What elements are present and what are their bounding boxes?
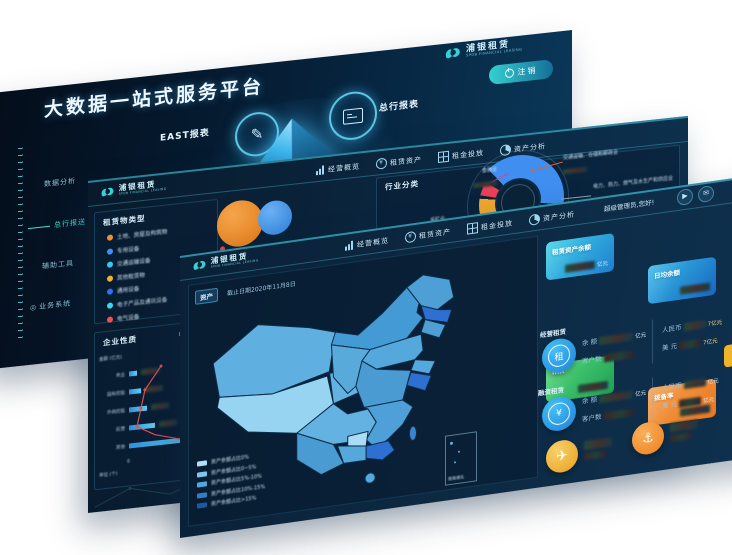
active-tick	[28, 225, 50, 230]
brand-logo: 浦银租赁 SPDB FINANCIAL LEASING	[444, 38, 522, 61]
logout-button[interactable]: 注销	[489, 59, 553, 86]
sidebar-item-data-analysis[interactable]: 数据分析	[44, 176, 76, 189]
side-ruler	[18, 147, 23, 341]
balance-row: 余 额 亿元	[582, 332, 647, 348]
brand-logo: 浦银租赁 SPDB FINANCIAL LEASING	[100, 179, 167, 198]
sidebar-item-tools[interactable]: 辅助工具	[42, 259, 74, 271]
legend-item: 通用设备	[107, 282, 167, 297]
report-icon	[343, 107, 363, 125]
rmb-row: 人民币 7亿元	[662, 319, 723, 335]
screen-back-platform: 大数据一站式服务平台 数据分析 总行报送 辅助工具 ◎ 业务系统 EAST报表 ✎…	[0, 29, 572, 370]
message-icon[interactable]: ✉	[698, 184, 714, 204]
user-greeting: 超级管理员,您好!	[604, 198, 655, 214]
legend-item: 电气设备	[107, 309, 167, 324]
enterprise-panel: 企业性质 人民币 金额 (亿元) 央企 国有控股 外商控股 民营 其他	[94, 318, 218, 491]
industry-title: 行业分类	[385, 179, 419, 192]
bubble-orange	[217, 197, 263, 249]
legend-item: 电子产品及通讯设备	[107, 295, 167, 310]
grid-icon	[438, 150, 449, 163]
logo-icon	[445, 48, 460, 59]
operating-lease-title: 经营租赁	[540, 327, 566, 340]
bar-chart-icon	[316, 165, 325, 176]
enterprise-trend-line	[135, 364, 206, 444]
yen-circle-icon: ¥	[376, 157, 387, 170]
legend-item: 专用设备	[107, 241, 167, 256]
platform-title: 大数据一站式服务平台	[44, 75, 265, 122]
ship-lease-icon: ⚓	[632, 419, 664, 457]
industry-callout: 交通运输、仓储和邮政业	[563, 148, 618, 180]
legend-item: 其他租赁物	[107, 268, 167, 283]
usd-row: 美 元 7亿元	[662, 338, 718, 353]
logo-icon	[101, 187, 114, 197]
ship-icon: ⚓	[642, 429, 654, 447]
side-tab-yellow[interactable]	[724, 343, 732, 368]
legend-item: 交通运输设备	[107, 255, 167, 270]
bar-chart-icon	[345, 240, 354, 251]
nav-item-lease-assets[interactable]: ¥ 租赁资产	[405, 226, 451, 244]
south-china-sea-inset: 南海诸岛	[445, 431, 477, 486]
nav-item-asset-analysis[interactable]: 资产分析	[529, 208, 575, 226]
brand-logo: 浦银租赁 SPDB FINANCIAL LEASING	[192, 251, 259, 272]
logo-icon	[193, 261, 206, 270]
sidebar-item-head-office-report[interactable]: 总行报送	[54, 217, 86, 230]
card-lease-asset-balance[interactable]: 租赁资产余额 亿元	[546, 233, 614, 281]
asset-map-panel: 资产 截止日期2020年11月8日	[188, 235, 538, 527]
airplane-icon: ✈	[556, 447, 568, 466]
divider	[652, 319, 653, 364]
aircraft-lease-icon: ✈	[546, 438, 578, 475]
lease-type-title: 租赁物类型	[103, 213, 146, 228]
sidebar-item-business-system[interactable]: ◎ 业务系统	[30, 299, 72, 312]
screen-front-dashboard: 浦银租赁 SPDB FINANCIAL LEASING 经营概览 ¥ 租赁资产 …	[180, 169, 732, 539]
gear-icon: ◎	[30, 303, 38, 312]
map-legend: 资产余额占比0% 资产余额占比0~5% 资产余额占比5%-10% 资产余额占比1…	[197, 451, 265, 513]
axis-tick: 0	[127, 459, 130, 465]
divider	[652, 377, 653, 422]
grid-icon	[467, 222, 478, 235]
yen-circle-icon: ¥	[405, 230, 416, 244]
play-icon[interactable]: ▶	[677, 187, 693, 207]
card-daily-average-balance[interactable]: 日均余额	[648, 256, 716, 305]
china-map[interactable]	[191, 255, 535, 517]
nav-item-overview[interactable]: 经营概览	[345, 235, 389, 252]
legend-item: 土地、房屋及构筑物	[107, 227, 167, 242]
nav-item-rent-investment[interactable]: 租金投放	[467, 217, 513, 235]
pie-icon	[529, 213, 540, 226]
nav-item-overview[interactable]: 经营概览	[316, 160, 360, 176]
customer-count-row: 客户数	[582, 406, 634, 424]
nav-item-lease-assets[interactable]: ¥ 租赁资产	[376, 154, 422, 170]
head-report-label: 总行报表	[379, 99, 420, 114]
bubble-blue	[258, 198, 292, 237]
inset-label: 南海诸岛	[448, 474, 464, 482]
power-icon	[504, 68, 514, 79]
